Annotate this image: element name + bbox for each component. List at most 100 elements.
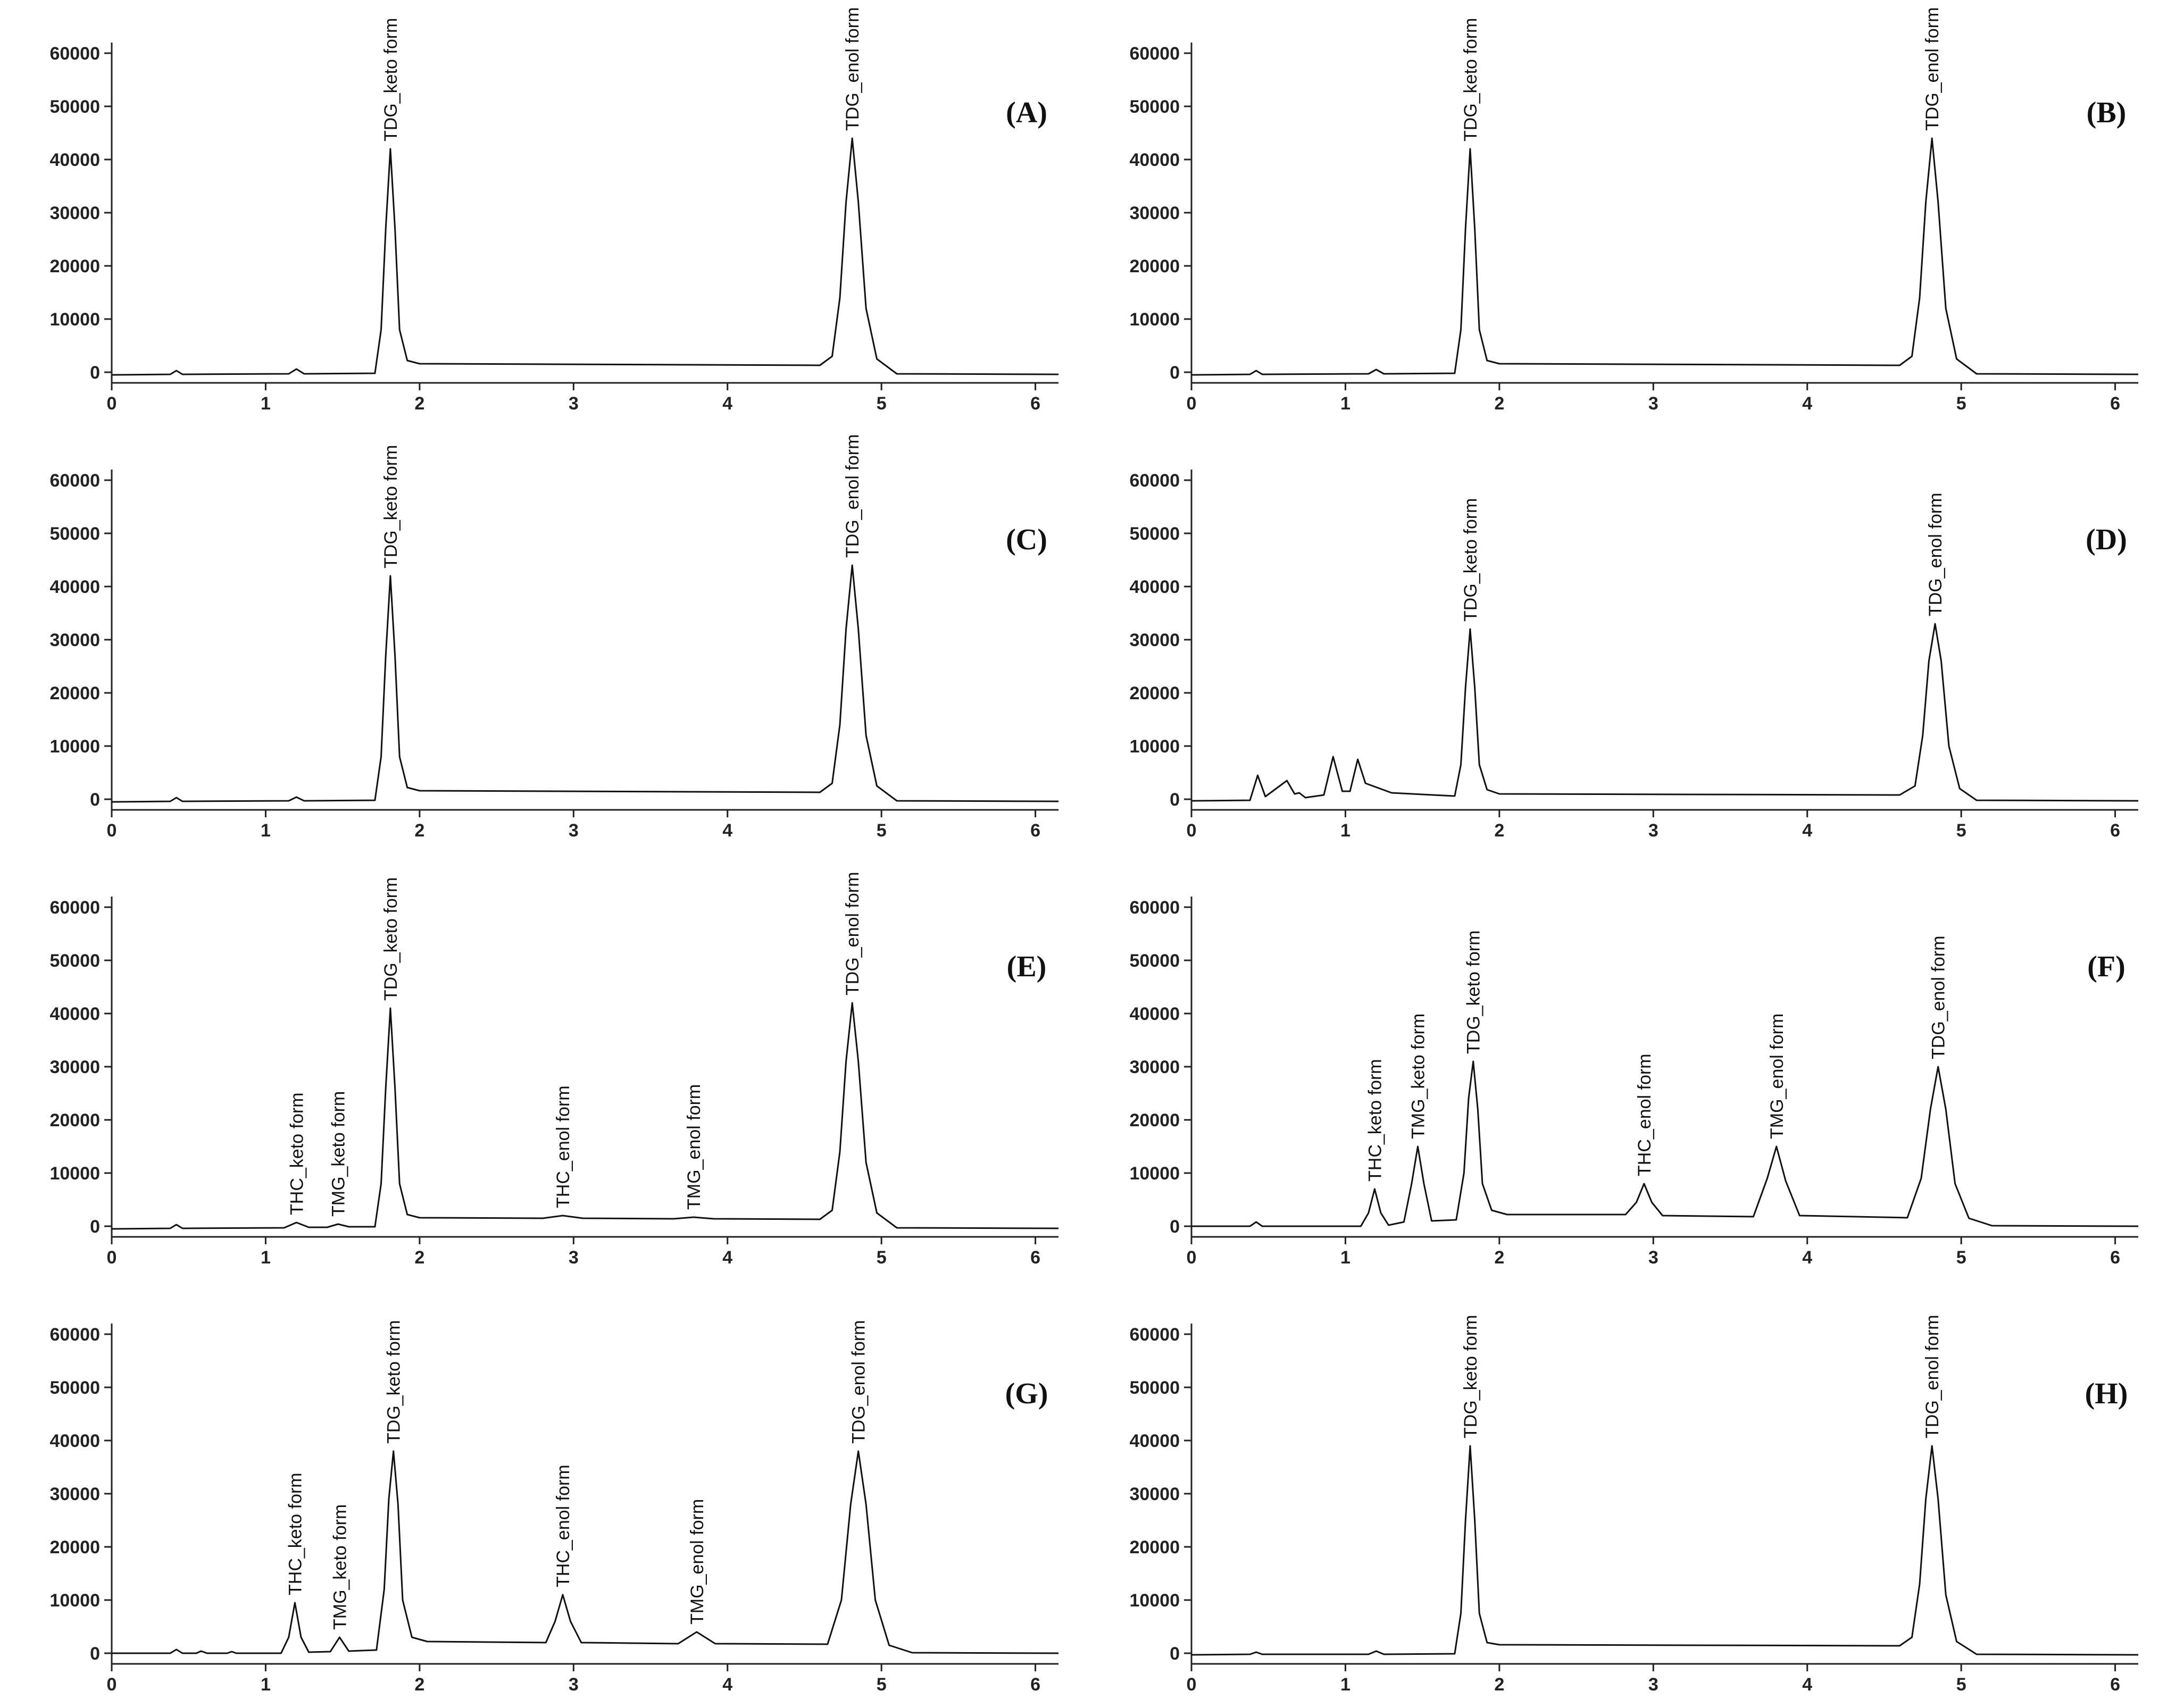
peak-label: THC_enol form [1635, 1053, 1655, 1176]
x-tick-label: 0 [1187, 1247, 1197, 1268]
panel-label: (D) [2086, 523, 2127, 556]
x-tick-label: 2 [1494, 1247, 1504, 1268]
y-tick-label: 0 [1170, 790, 1180, 810]
x-tick-label: 0 [107, 1674, 117, 1695]
peak-label: THC_enol form [553, 1085, 573, 1208]
x-tick-label: 3 [1648, 1247, 1658, 1268]
peak-label: TDG_enol form [1922, 1315, 1943, 1438]
y-tick-label: 40000 [1129, 577, 1180, 597]
peak-label: THC_enol form [553, 1464, 573, 1587]
x-tick-label: 2 [414, 1674, 424, 1695]
y-tick-label: 20000 [49, 1110, 100, 1131]
peak-label: TDG_enol form [1929, 936, 1949, 1059]
y-tick-label: 10000 [1129, 309, 1180, 330]
y-tick-label: 30000 [49, 203, 100, 223]
chromatogram-line [1191, 1445, 2139, 1656]
y-tick-label: 10000 [1129, 736, 1180, 757]
y-tick-label: 20000 [1129, 1537, 1180, 1558]
panel-label: (B) [2087, 96, 2127, 129]
peak-label: TMG_enol form [1767, 1014, 1787, 1139]
y-tick-label: 50000 [1129, 1378, 1180, 1398]
x-tick-label: 4 [722, 393, 732, 414]
x-tick-label: 3 [1648, 820, 1658, 841]
y-tick-label: 10000 [49, 1163, 100, 1184]
peak-label: TDG_keto form [384, 1320, 404, 1444]
peak-label: TDG_keto form [1461, 1315, 1481, 1438]
y-tick-label: 0 [90, 1217, 100, 1237]
x-tick-label: 3 [569, 820, 579, 841]
y-tick-label: 40000 [49, 1004, 100, 1024]
y-tick-label: 60000 [49, 898, 100, 918]
x-tick-label: 5 [877, 820, 887, 841]
y-tick-label: 30000 [1129, 1057, 1180, 1077]
peak-label: TDG_keto form [381, 445, 401, 568]
y-tick-label: 20000 [49, 1537, 100, 1558]
y-tick-label: 60000 [1129, 44, 1180, 64]
peak-label: TDG_enol form [1925, 493, 1946, 616]
panel-label: (C) [1006, 523, 1047, 556]
y-tick-label: 0 [90, 790, 100, 810]
x-tick-label: 2 [1494, 393, 1504, 414]
y-tick-label: 40000 [49, 150, 100, 170]
x-tick-label: 5 [1956, 1247, 1966, 1268]
x-tick-label: 1 [261, 393, 271, 414]
chromatogram-line [111, 137, 1059, 376]
x-tick-label: 5 [1956, 393, 1966, 414]
x-tick-label: 6 [1030, 820, 1040, 841]
y-tick-label: 20000 [49, 256, 100, 277]
peak-label: TDG_keto form [1461, 498, 1481, 622]
x-tick-label: 4 [1802, 1247, 1812, 1268]
x-tick-label: 6 [2110, 820, 2120, 841]
y-tick-label: 60000 [49, 44, 100, 64]
panel-label: (A) [1006, 96, 1047, 129]
x-tick-label: 0 [1187, 393, 1197, 414]
x-tick-label: 1 [1340, 393, 1351, 414]
y-tick-label: 60000 [49, 1325, 100, 1345]
chromatogram-line [1191, 623, 2139, 802]
y-tick-label: 60000 [1129, 898, 1180, 918]
y-tick-label: 50000 [49, 1378, 100, 1398]
x-tick-label: 5 [877, 1247, 887, 1268]
x-tick-label: 3 [1648, 1674, 1658, 1695]
x-tick-label: 1 [1340, 1247, 1351, 1268]
y-tick-label: 30000 [1129, 630, 1180, 650]
y-tick-label: 10000 [49, 736, 100, 757]
y-tick-label: 30000 [1129, 203, 1180, 223]
y-tick-label: 30000 [49, 1057, 100, 1077]
x-tick-label: 1 [261, 1674, 271, 1695]
peak-label: THC_keto form [1365, 1059, 1385, 1182]
y-tick-label: 30000 [49, 1484, 100, 1504]
panel-label: (F) [2087, 950, 2125, 983]
panel-label: (H) [2085, 1377, 2128, 1410]
y-tick-label: 50000 [49, 97, 100, 117]
peak-label: TMG_keto form [1408, 1014, 1428, 1139]
x-tick-label: 2 [414, 393, 424, 414]
x-tick-label: 4 [722, 1674, 732, 1695]
y-tick-label: 10000 [1129, 1163, 1180, 1184]
x-tick-label: 1 [1340, 1674, 1351, 1695]
y-tick-label: 50000 [49, 951, 100, 971]
y-tick-label: 20000 [1129, 1110, 1180, 1131]
x-tick-label: 4 [1802, 820, 1812, 841]
x-tick-label: 6 [1030, 1674, 1040, 1695]
y-tick-label: 60000 [1129, 1325, 1180, 1345]
peak-label: TMG_enol form [687, 1499, 707, 1625]
x-tick-label: 2 [414, 820, 424, 841]
x-tick-label: 4 [1802, 1674, 1812, 1695]
peak-label: TMG_keto form [328, 1091, 348, 1217]
x-tick-label: 2 [1494, 1674, 1504, 1695]
x-tick-label: 6 [2110, 393, 2120, 414]
y-tick-label: 30000 [49, 630, 100, 650]
y-tick-label: 50000 [1129, 524, 1180, 544]
y-tick-label: 50000 [49, 524, 100, 544]
peak-label: TDG_enol form [843, 434, 863, 558]
y-tick-label: 0 [1170, 1644, 1180, 1664]
peak-label: TDG_keto form [1464, 931, 1484, 1054]
y-tick-label: 50000 [1129, 97, 1180, 117]
x-tick-label: 3 [569, 393, 579, 414]
peak-label: TMG_enol form [684, 1084, 704, 1210]
y-tick-label: 60000 [49, 471, 100, 491]
x-tick-label: 3 [569, 1247, 579, 1268]
peak-label: THC_keto form [285, 1473, 305, 1596]
